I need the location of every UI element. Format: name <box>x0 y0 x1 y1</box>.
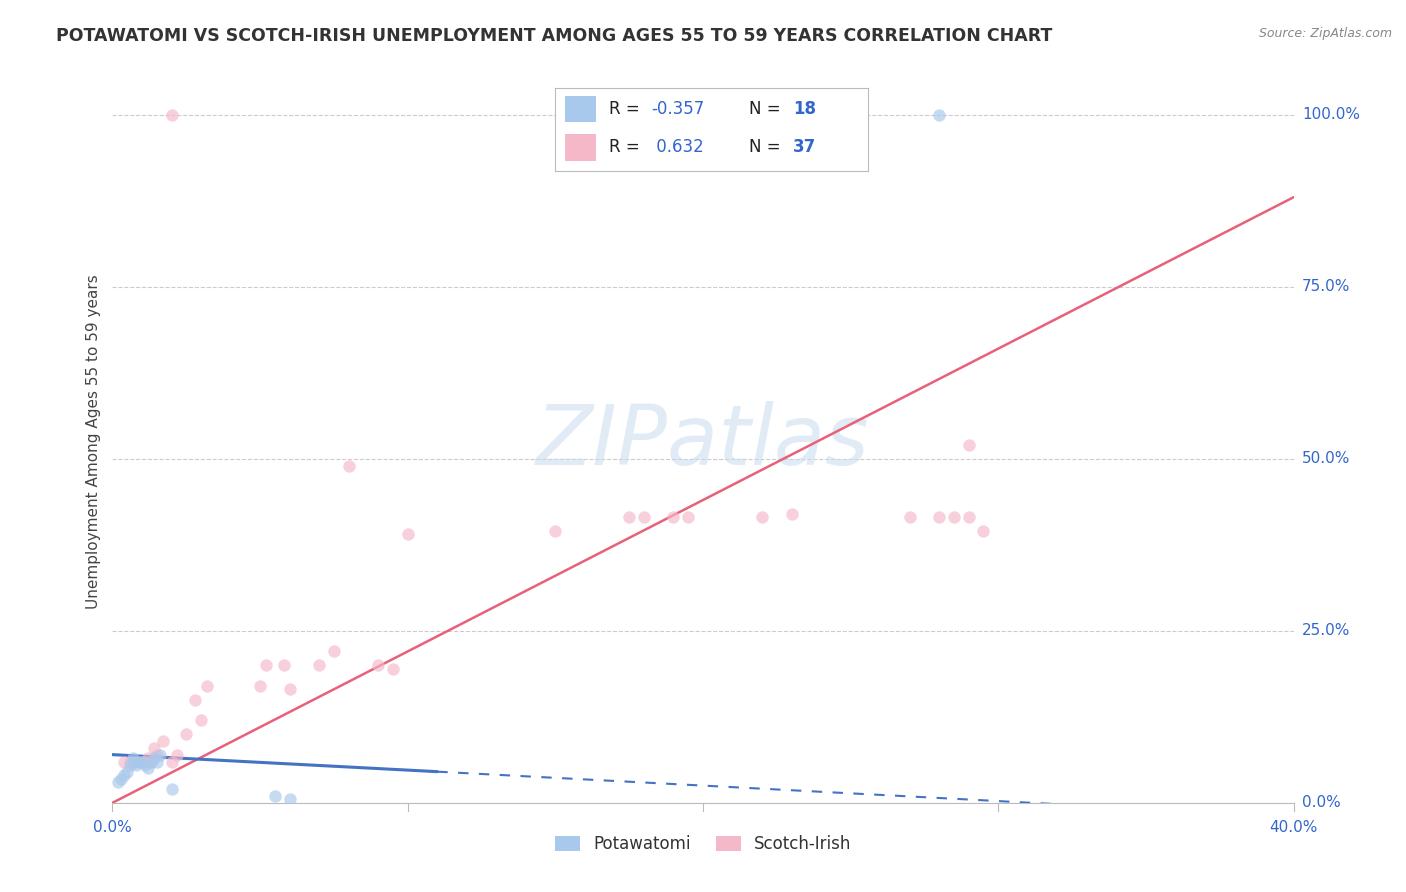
Point <box>142 751 165 765</box>
Point <box>120 755 142 769</box>
Point <box>942 510 965 524</box>
Y-axis label: Unemployment Among Ages 55 to 59 years: Unemployment Among Ages 55 to 59 years <box>86 274 101 609</box>
Point <box>112 755 135 769</box>
Text: Source: ZipAtlas.com: Source: ZipAtlas.com <box>1258 27 1392 40</box>
Point <box>678 510 700 524</box>
Point <box>117 764 138 779</box>
Point <box>146 755 169 769</box>
Point <box>125 758 148 772</box>
Point <box>928 510 950 524</box>
Text: 0.0%: 0.0% <box>1302 796 1340 810</box>
Point <box>957 438 980 452</box>
Point <box>122 751 145 765</box>
Point <box>751 510 773 524</box>
Point <box>544 524 567 538</box>
Point <box>662 510 685 524</box>
Point <box>160 108 183 122</box>
Point <box>396 527 419 541</box>
Point <box>898 510 921 524</box>
Point <box>110 772 132 786</box>
Text: 50.0%: 50.0% <box>1302 451 1350 467</box>
Point <box>107 775 129 789</box>
Point <box>278 792 301 806</box>
Text: POTAWATOMI VS SCOTCH-IRISH UNEMPLOYMENT AMONG AGES 55 TO 59 YEARS CORRELATION CH: POTAWATOMI VS SCOTCH-IRISH UNEMPLOYMENT … <box>56 27 1053 45</box>
Point <box>254 658 277 673</box>
Point <box>928 108 950 122</box>
Point <box>160 755 183 769</box>
Legend: Potawatomi, Scotch-Irish: Potawatomi, Scotch-Irish <box>548 828 858 860</box>
Point <box>122 755 145 769</box>
Text: 25.0%: 25.0% <box>1302 624 1350 639</box>
Point <box>174 727 197 741</box>
Text: ZIPatlas: ZIPatlas <box>536 401 870 482</box>
Point <box>195 679 218 693</box>
Point <box>633 510 655 524</box>
Point <box>264 789 287 803</box>
Text: 100.0%: 100.0% <box>1302 107 1360 122</box>
Point <box>166 747 188 762</box>
Point <box>136 751 159 765</box>
Point <box>134 755 156 769</box>
Point <box>957 510 980 524</box>
Point <box>780 507 803 521</box>
Point <box>131 755 153 769</box>
Point <box>184 692 207 706</box>
Point <box>139 755 162 769</box>
Point <box>120 758 142 772</box>
Point <box>160 782 183 797</box>
Point <box>149 747 172 762</box>
Point <box>337 458 360 473</box>
Point <box>382 662 405 676</box>
Point <box>134 758 156 772</box>
Point <box>146 747 169 762</box>
Point <box>152 734 174 748</box>
Point <box>112 768 135 782</box>
Point <box>139 755 162 769</box>
Point <box>278 682 301 697</box>
Point <box>190 713 212 727</box>
Point <box>973 524 995 538</box>
Point <box>619 510 641 524</box>
Point <box>367 658 389 673</box>
Point <box>249 679 271 693</box>
Point <box>273 658 295 673</box>
Point <box>128 755 150 769</box>
Text: 40.0%: 40.0% <box>1270 820 1317 835</box>
Point <box>125 755 148 769</box>
Point <box>136 761 159 775</box>
Point <box>142 740 165 755</box>
Text: 0.0%: 0.0% <box>93 820 132 835</box>
Point <box>323 644 346 658</box>
Point <box>308 658 330 673</box>
Text: 75.0%: 75.0% <box>1302 279 1350 294</box>
Point <box>131 755 153 769</box>
